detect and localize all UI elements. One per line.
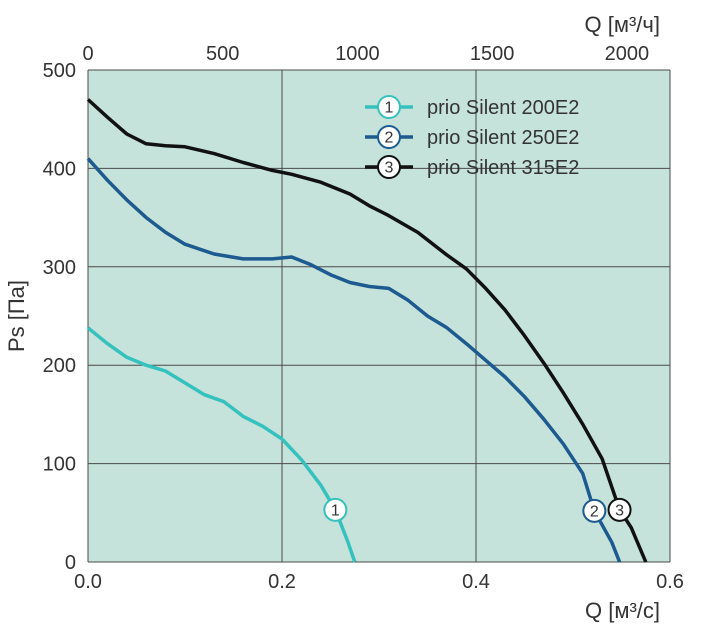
chart-container: 1230.00.20.40.60500100015002000010020030… (0, 0, 716, 638)
x-bottom-axis-label: Q [м³/с] (585, 598, 660, 623)
legend-text-1: prio Silent 200E2 (427, 97, 579, 119)
x-top-tick-label: 0 (82, 43, 93, 65)
x-top-tick-label: 1500 (470, 43, 515, 65)
y-tick-label: 400 (43, 158, 76, 180)
y-tick-label: 200 (43, 355, 76, 377)
legend-marker-label-3: 3 (385, 160, 394, 177)
x-top-tick-label: 2000 (605, 43, 650, 65)
legend-marker-label-2: 2 (385, 130, 394, 147)
x-bottom-tick-label: 0.6 (656, 571, 684, 593)
x-top-axis-label: Q [м³/ч] (585, 12, 660, 37)
y-tick-label: 300 (43, 257, 76, 279)
x-bottom-tick-label: 0.2 (268, 571, 296, 593)
legend-marker-label-1: 1 (385, 100, 394, 117)
y-tick-label: 0 (65, 552, 76, 574)
plot-area (88, 70, 670, 562)
x-top-tick-label: 500 (206, 43, 239, 65)
legend-text-2: prio Silent 250E2 (427, 127, 579, 149)
x-bottom-tick-label: 0.0 (74, 571, 102, 593)
y-tick-label: 500 (43, 60, 76, 82)
legend-text-3: prio Silent 315E2 (427, 157, 579, 179)
y-axis-label: Ps [Па] (4, 280, 29, 352)
y-tick-label: 100 (43, 454, 76, 476)
x-bottom-tick-label: 0.4 (462, 571, 490, 593)
series-marker-label-2: 2 (590, 503, 599, 520)
series-marker-label-1: 1 (331, 502, 340, 519)
x-top-tick-label: 1000 (335, 43, 380, 65)
fan-curve-chart: 1230.00.20.40.60500100015002000010020030… (0, 0, 716, 638)
series-marker-label-3: 3 (615, 502, 624, 519)
